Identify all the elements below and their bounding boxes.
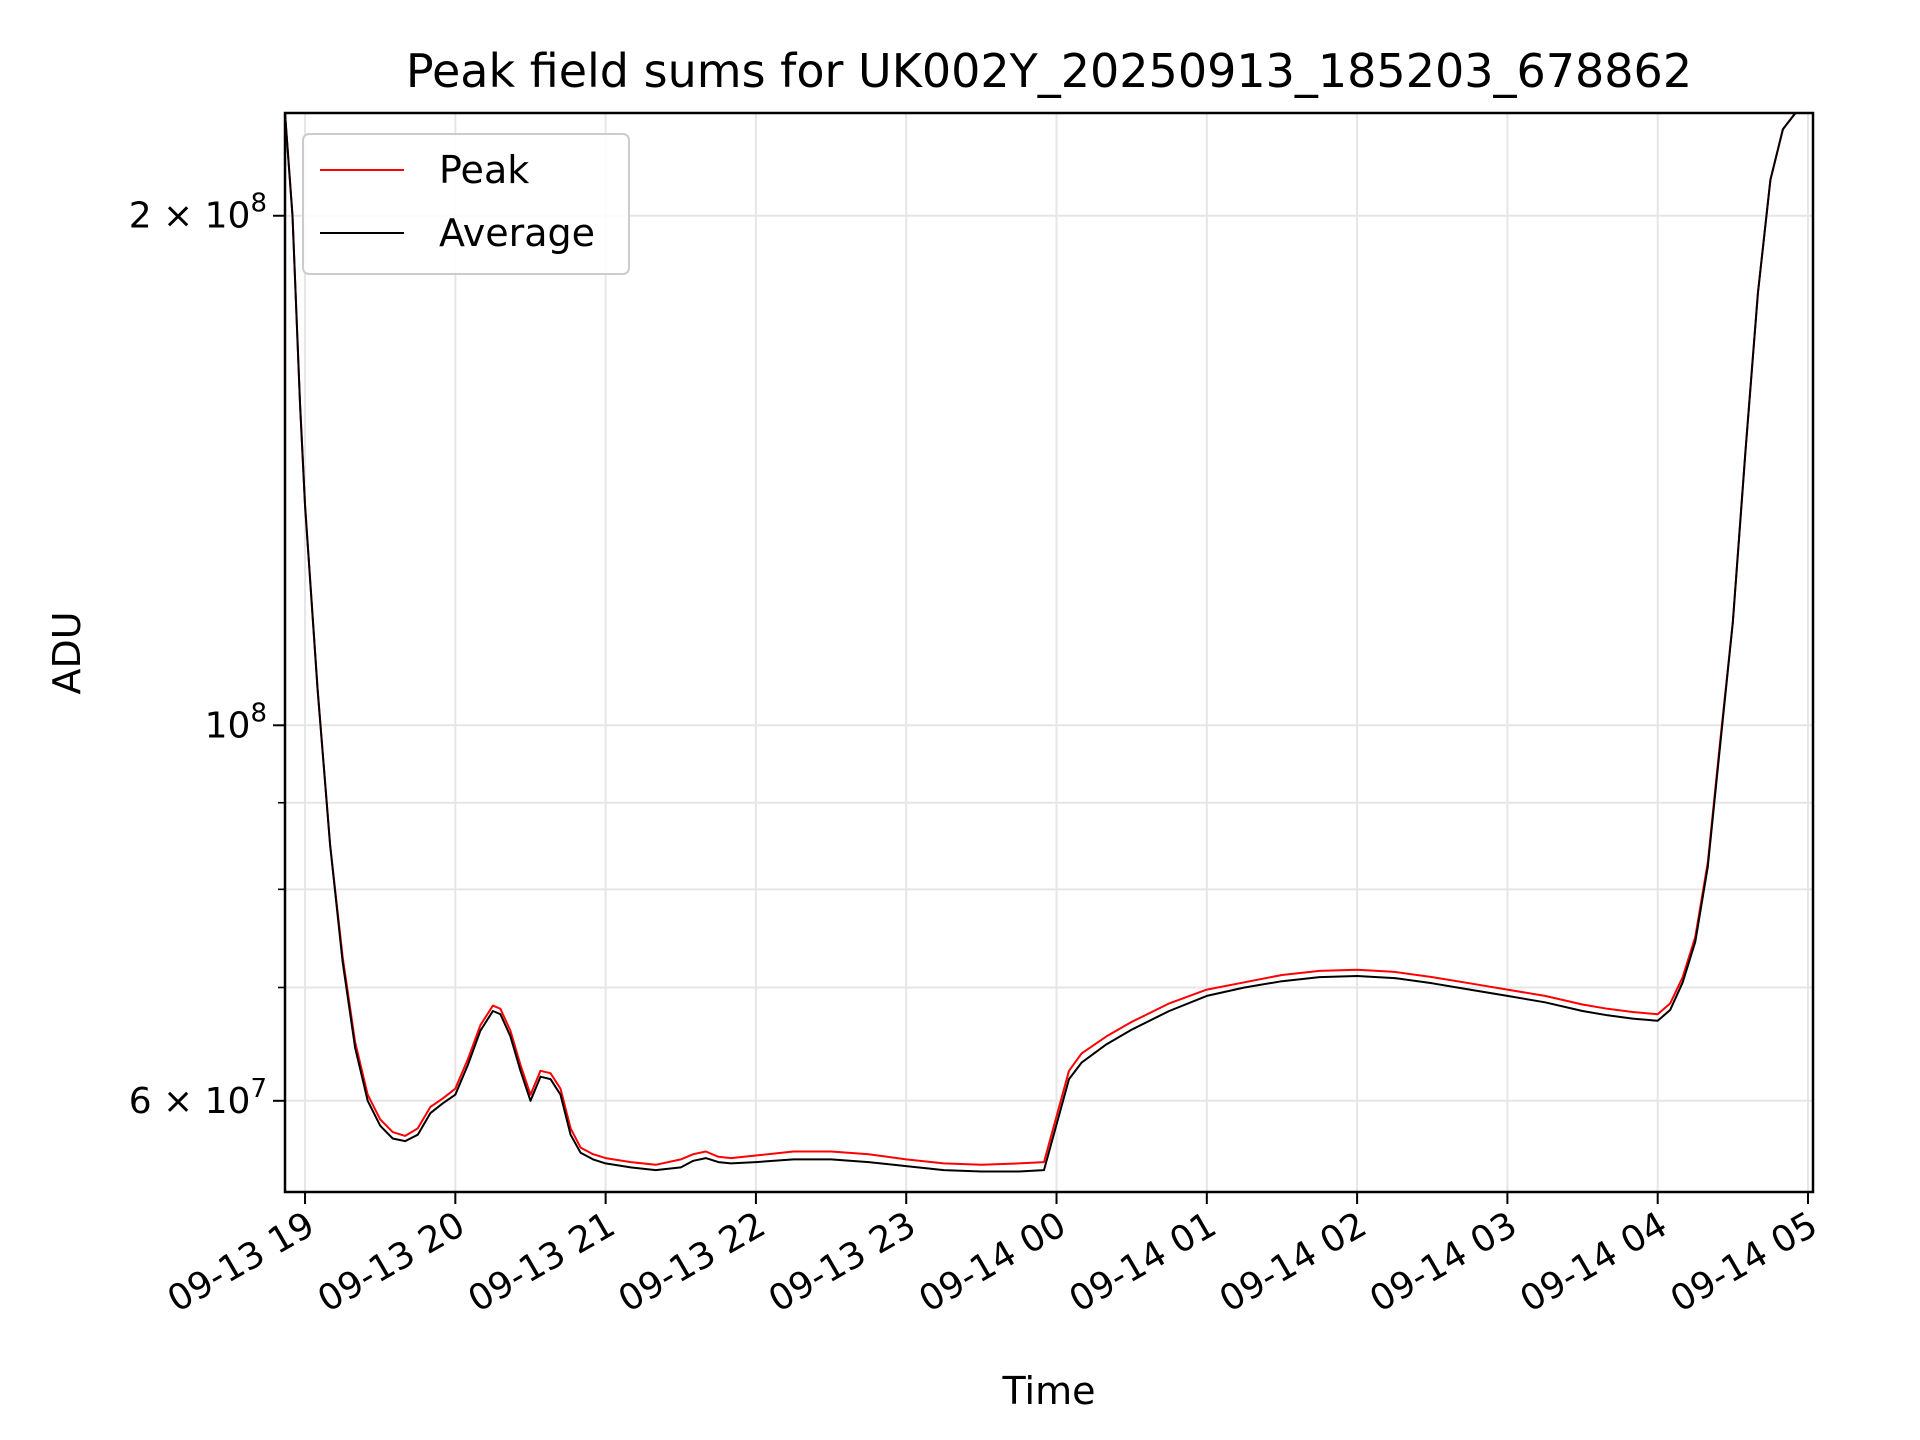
series-average-line xyxy=(284,112,1808,1173)
legend-label-average: Average xyxy=(439,211,595,255)
legend: Peak Average xyxy=(302,133,630,275)
y-tick-label-base: 10 xyxy=(205,705,251,746)
y-tick-label-exponent: 7 xyxy=(250,1074,267,1104)
chart-title: Peak field sums for UK002Y_20250913_1852… xyxy=(406,44,1692,98)
y-tick-label: 108 xyxy=(205,698,267,746)
y-tick-label: 2 × 108 xyxy=(129,189,267,237)
legend-label-peak: Peak xyxy=(439,148,529,192)
x-tick-label: 09-14 02 xyxy=(1213,1204,1374,1320)
series-peak-line xyxy=(284,112,1808,1166)
x-tick-label: 09-14 03 xyxy=(1363,1204,1524,1320)
x-tick-label: 09-13 22 xyxy=(612,1204,773,1320)
x-tick-label: 09-14 01 xyxy=(1063,1204,1224,1320)
y-axis-label: ADU xyxy=(45,611,89,694)
x-tick-label: 09-14 05 xyxy=(1664,1204,1825,1320)
y-tick-label: 6 × 107 xyxy=(129,1074,267,1122)
y-tick-label-base: 6 × 10 xyxy=(129,1081,251,1122)
plot-frame xyxy=(283,111,1815,1194)
grid xyxy=(285,113,1813,1192)
y-tick-label-base: 2 × 10 xyxy=(129,196,251,237)
y-tick-label-exponent: 8 xyxy=(250,189,267,219)
x-axis-label: Time xyxy=(1002,1369,1096,1413)
x-tick-label: 09-13 23 xyxy=(762,1204,923,1320)
x-tick-label: 09-13 20 xyxy=(311,1204,472,1320)
y-tick-label-exponent: 8 xyxy=(250,698,267,728)
x-tick-label: 09-13 19 xyxy=(161,1204,322,1320)
series-layer xyxy=(284,112,1808,1173)
x-tick-label: 09-13 21 xyxy=(461,1204,622,1320)
x-tick-label: 09-14 00 xyxy=(912,1204,1073,1320)
x-tick-label: 09-14 04 xyxy=(1514,1204,1675,1320)
